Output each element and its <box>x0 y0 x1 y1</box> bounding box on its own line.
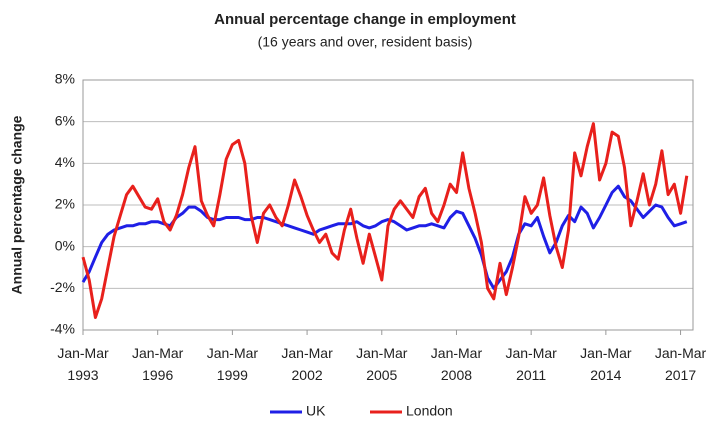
chart-title: Annual percentage change in employment <box>214 11 516 28</box>
plot-border <box>82 79 694 331</box>
y-tick-label: 6% <box>55 112 75 128</box>
legend-label: London <box>406 403 453 419</box>
x-tick-label: Jan-Mar 2002 <box>281 345 333 383</box>
y-tick-label: 8% <box>55 71 75 87</box>
y-axis-label: Annual percentage change <box>9 115 25 294</box>
x-tick-label: Jan-Mar 1999 <box>207 345 259 383</box>
x-tick-label: Jan-Mar 1996 <box>132 345 184 383</box>
y-tick-label: -2% <box>50 279 75 295</box>
line-series <box>81 184 688 290</box>
y-tick-label: 0% <box>55 237 75 253</box>
x-tick-label: Jan-Mar 2008 <box>431 345 483 383</box>
y-tick-label: 2% <box>55 196 75 212</box>
x-tick-label: Jan-Mar 1993 <box>57 345 109 383</box>
line-series <box>81 122 689 319</box>
x-tick-label: Jan-Mar 2005 <box>356 345 408 383</box>
x-tick-label: Jan-Mar 2014 <box>580 345 632 383</box>
x-tick-label: Jan-Mar 2011 <box>505 345 557 383</box>
chart-subtitle: (16 years and over, resident basis) <box>258 34 473 50</box>
x-tick-label: Jan-Mar 2017 <box>655 345 707 383</box>
y-tick-label: -4% <box>50 321 75 337</box>
y-tick-label: 4% <box>55 154 75 170</box>
legend-label: UK <box>306 403 326 419</box>
